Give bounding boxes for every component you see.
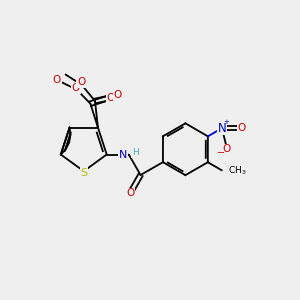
- Text: +: +: [224, 119, 229, 125]
- Text: −: −: [217, 148, 225, 158]
- Text: N: N: [119, 149, 127, 160]
- Text: O: O: [114, 90, 122, 100]
- Text: CH$_3$: CH$_3$: [228, 164, 247, 177]
- Text: O: O: [77, 77, 85, 88]
- Text: O: O: [222, 145, 230, 154]
- Text: H: H: [132, 148, 139, 157]
- Text: O: O: [106, 93, 115, 103]
- Text: S: S: [80, 168, 87, 178]
- Text: O: O: [72, 83, 80, 93]
- Text: O: O: [126, 188, 135, 198]
- Text: O: O: [238, 123, 246, 133]
- Text: O: O: [53, 75, 61, 85]
- Text: N: N: [218, 122, 226, 135]
